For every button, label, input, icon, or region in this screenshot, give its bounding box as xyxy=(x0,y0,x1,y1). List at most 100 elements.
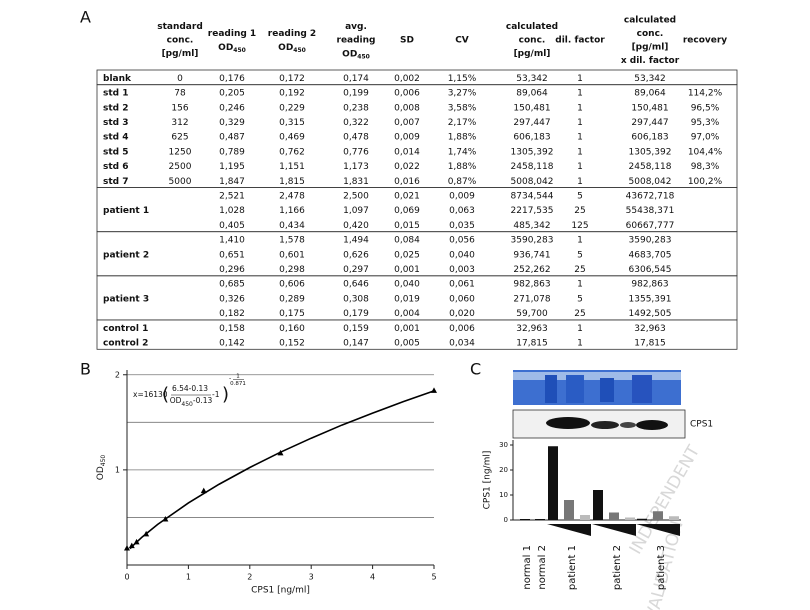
table-cell: 0,176 xyxy=(219,74,245,84)
table-cell: 0,762 xyxy=(279,147,305,157)
row-label: std 1 xyxy=(103,89,129,99)
table-cell: 0,056 xyxy=(449,236,475,246)
table-cell: 5008,042 xyxy=(629,177,672,187)
group-label: patient 2 xyxy=(103,250,149,260)
table-cell: 0,147 xyxy=(343,338,369,348)
table-cell: 2500 xyxy=(169,162,192,172)
bar xyxy=(580,515,590,520)
table-cell: 0,021 xyxy=(394,191,420,201)
table-cell: 0,322 xyxy=(343,118,369,128)
table-cell: 1305,392 xyxy=(629,147,672,157)
table-cell: 0,297 xyxy=(343,265,369,275)
x-tick-label: 4 xyxy=(370,573,375,582)
y-tick-label: 20 xyxy=(499,466,508,474)
table-cell: 0,238 xyxy=(343,103,369,113)
column-header: dil. factor xyxy=(555,36,605,46)
column-header: calculated xyxy=(624,15,676,25)
table-cell: 0,601 xyxy=(279,250,305,260)
column-header: reading xyxy=(337,36,376,46)
row-label: std 3 xyxy=(103,118,129,128)
table-cell: 606,183 xyxy=(513,133,550,143)
table-cell: 0,420 xyxy=(343,221,369,231)
column-header: conc. xyxy=(167,36,194,46)
table-cell: 0,035 xyxy=(449,221,475,231)
table-cell: 3,27% xyxy=(448,89,477,99)
table-cell: 1,410 xyxy=(219,236,245,246)
table-cell: 32,963 xyxy=(516,324,548,334)
table-cell: 0,246 xyxy=(219,103,245,113)
table-cell: 0,159 xyxy=(343,324,369,334)
column-header: [pg/ml] xyxy=(162,49,199,59)
table-cell: 0,040 xyxy=(449,250,475,260)
bar xyxy=(609,512,619,520)
table-cell: 97,0% xyxy=(691,133,720,143)
column-header: OD450 xyxy=(218,42,246,54)
x-tick-label: 2 xyxy=(247,573,252,582)
table-cell: 1,88% xyxy=(448,133,477,143)
formula-text: 1 xyxy=(236,374,240,380)
row-label: blank xyxy=(103,74,132,84)
table-cell: 5008,042 xyxy=(511,177,554,187)
table-cell: 1 xyxy=(577,236,583,246)
table-cell: 0,152 xyxy=(279,338,305,348)
table-cell: 8734,544 xyxy=(511,191,554,201)
table-cell: 1,151 xyxy=(279,162,305,172)
table-cell: 0,434 xyxy=(279,221,305,231)
table-cell: 150,481 xyxy=(513,103,550,113)
table-cell: 1 xyxy=(577,338,583,348)
formula-text-rest: -0.13 xyxy=(193,396,213,405)
table-cell: 1,88% xyxy=(448,162,477,172)
category-label: patient 2 xyxy=(612,545,623,590)
table-cell: 0,298 xyxy=(279,265,305,275)
table-cell: 2,478 xyxy=(279,191,305,201)
table-cell: 0,015 xyxy=(394,221,420,231)
table-cell: 0,606 xyxy=(279,280,305,290)
bar xyxy=(637,518,647,520)
table-cell: 936,741 xyxy=(513,250,550,260)
table-cell: 156 xyxy=(171,103,188,113)
bar xyxy=(625,517,635,520)
table-cell: 0,229 xyxy=(279,103,305,113)
table-cell: 3590,283 xyxy=(629,236,672,246)
table-cell: 0,025 xyxy=(394,250,420,260)
table-cell: 43672,718 xyxy=(626,191,675,201)
y-tick-label: 30 xyxy=(499,441,508,449)
formula-text: 0.871 xyxy=(230,381,246,387)
column-header: [pg/ml] xyxy=(632,42,669,52)
table-cell: 89,064 xyxy=(516,89,548,99)
table-cell: 0,060 xyxy=(449,294,475,304)
table-cell: 2,500 xyxy=(343,191,369,201)
table-cell: 0,142 xyxy=(219,338,245,348)
table-cell: 3590,283 xyxy=(511,236,554,246)
table-cell: 25 xyxy=(574,265,585,275)
table-cell: 312 xyxy=(171,118,188,128)
table-cell: 252,262 xyxy=(513,265,550,275)
x-tick-label: 5 xyxy=(431,573,436,582)
table-cell: 5 xyxy=(577,294,583,304)
table-cell: 0,005 xyxy=(394,338,420,348)
table-cell: 1 xyxy=(577,133,583,143)
table-cell: 53,342 xyxy=(516,74,548,84)
table-cell: 1492,505 xyxy=(629,309,672,319)
y-tick-label: 1 xyxy=(115,465,120,474)
table-cell: 1 xyxy=(577,74,583,84)
column-header: x dil. factor xyxy=(621,56,680,66)
group-label: patient 3 xyxy=(103,294,149,304)
table-cell: 982,863 xyxy=(631,280,668,290)
table-cell: 53,342 xyxy=(634,74,666,84)
table-cell: 4683,705 xyxy=(629,250,672,260)
table-cell: 78 xyxy=(174,89,186,99)
bar xyxy=(520,519,530,520)
table-cell: 1 xyxy=(577,280,583,290)
column-header-main: OD xyxy=(278,42,293,52)
table-cell: 0,004 xyxy=(394,309,420,319)
table-cell: 104,4% xyxy=(688,147,723,157)
table-cell: 2217,535 xyxy=(511,206,554,216)
table-cell: 1 xyxy=(577,89,583,99)
column-header: CV xyxy=(455,36,469,46)
table-cell: 0,487 xyxy=(219,133,245,143)
table-cell: 0,003 xyxy=(449,265,475,275)
table-cell: 2458,118 xyxy=(511,162,554,172)
data-point xyxy=(128,542,135,549)
table-cell: 0,006 xyxy=(394,89,420,99)
